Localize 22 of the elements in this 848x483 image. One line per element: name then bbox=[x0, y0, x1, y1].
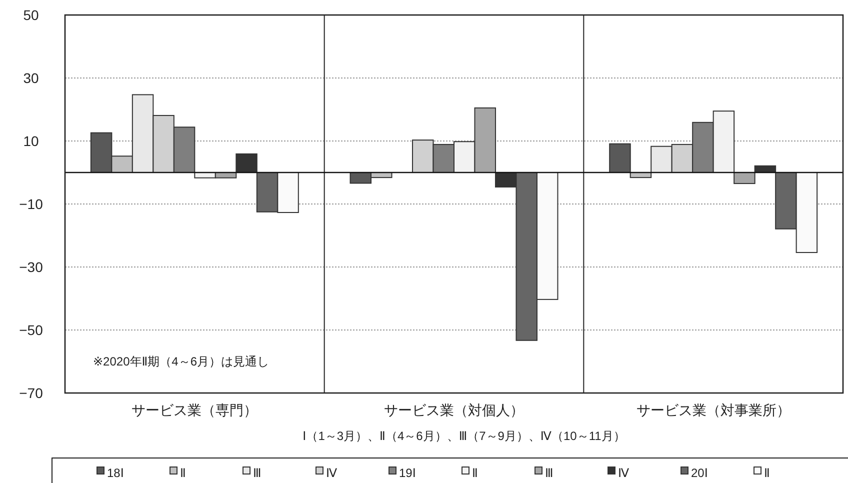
y-tick-label: −70 bbox=[19, 385, 44, 401]
legend-label: 18Ⅰ bbox=[107, 466, 124, 480]
legend-label: Ⅳ bbox=[326, 466, 338, 480]
legend-label: Ⅱ bbox=[180, 466, 186, 480]
y-tick-label: 50 bbox=[23, 7, 39, 23]
legend-label: Ⅱ bbox=[472, 466, 478, 480]
legend-label: 20Ⅰ bbox=[691, 466, 708, 480]
y-tick-label: 30 bbox=[23, 70, 39, 86]
annotation: ※2020年Ⅱ期（4～6月）は見通し bbox=[93, 354, 270, 368]
y-tick-label: 10 bbox=[23, 133, 39, 149]
y-tick-label: −30 bbox=[19, 259, 44, 275]
x-tick-label: サービス業（対個人） bbox=[384, 402, 524, 418]
legend-label: 19Ⅰ bbox=[399, 466, 416, 480]
x-tick-label: サービス業（対事業所） bbox=[636, 402, 790, 418]
x-tick-label: サービス業（専門） bbox=[132, 402, 258, 418]
legend-label: Ⅲ bbox=[545, 466, 554, 480]
y-tick-label: −50 bbox=[19, 322, 44, 338]
legend-label: Ⅱ bbox=[764, 466, 770, 480]
x-axis-title: Ⅰ（1～3月）、Ⅱ（4～6月）、Ⅲ（7～9月）、Ⅳ（10～11月） bbox=[302, 429, 626, 443]
legend-label: Ⅲ bbox=[253, 466, 262, 480]
legend-label: Ⅳ bbox=[618, 466, 630, 480]
y-tick-label: −10 bbox=[19, 196, 44, 212]
